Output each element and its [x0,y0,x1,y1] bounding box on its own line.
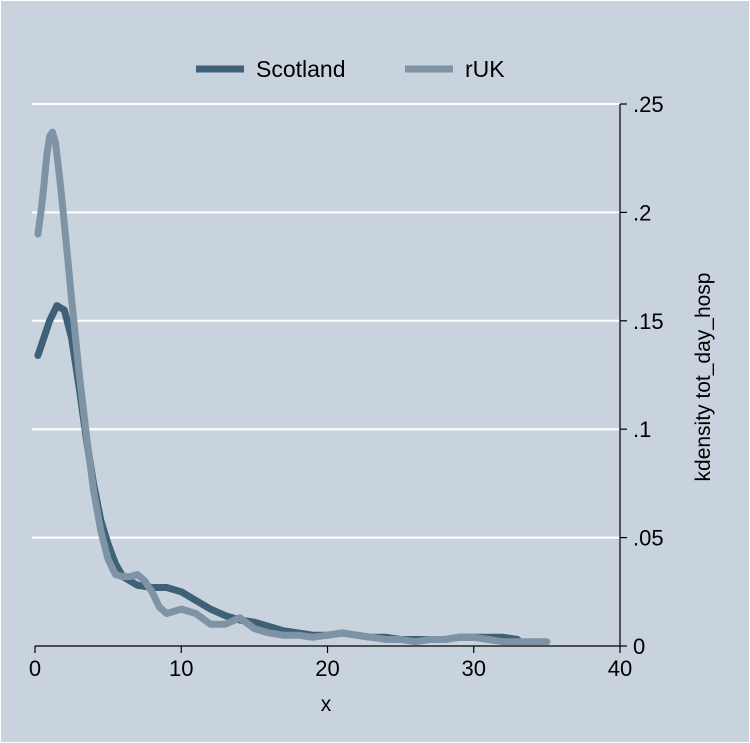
x-tick-label-0: 0 [29,656,41,681]
y-tick-label-3: .15 [633,309,664,334]
axes: 0 .05 .1 .15 .2 .25 0 10 20 30 40 [29,92,664,681]
y-tick-label-0: 0 [633,634,645,659]
y-tick-label-5: .25 [633,92,664,117]
y-tick-label-4: .2 [633,200,651,225]
y-tick-label-2: .1 [633,417,651,442]
y-tick-label-1: .05 [633,526,664,551]
x-axis-title: x [321,693,332,716]
legend-label-scotland: Scotland [256,56,346,82]
series-lines [34,128,551,646]
legend-label-ruk: rUK [465,56,505,82]
x-tick-label-3: 30 [462,656,486,681]
x-tick-label-4: 40 [608,656,632,681]
x-tick-label-2: 20 [315,656,339,681]
legend: Scotland rUK [196,56,505,82]
series-line-ruk [34,128,551,646]
grid-lines [32,103,620,539]
x-tick-label-1: 10 [169,656,193,681]
y-axis-title: kdensity tot_day_hosp [692,273,715,482]
plot-background [20,20,660,655]
